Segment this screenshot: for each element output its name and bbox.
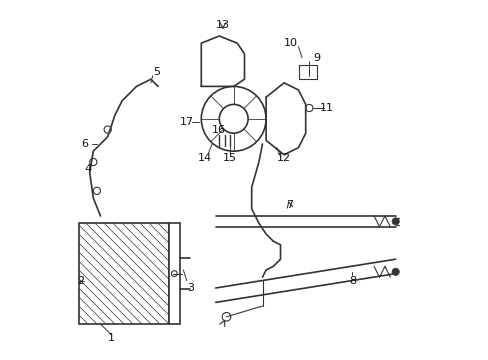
Text: 14: 14 [198,153,211,163]
Text: 17: 17 [180,117,194,127]
Bar [298,65,316,79]
Text: 12: 12 [277,153,290,163]
Text: 11: 11 [320,103,334,113]
Text: 6: 6 [81,139,88,149]
Text: 5: 5 [152,67,160,77]
Text: 9: 9 [312,53,320,63]
Text: 8: 8 [348,276,355,286]
Text: 10: 10 [284,38,298,48]
Text: 13: 13 [216,20,229,30]
Text: 1: 1 [107,333,115,343]
Circle shape [391,218,399,225]
Bar [79,223,168,324]
Text: 7: 7 [285,200,292,210]
Text: 15: 15 [223,153,237,163]
Circle shape [391,268,399,275]
Text: 16: 16 [212,125,226,135]
Text: 2: 2 [77,276,84,286]
Text: 4: 4 [84,164,91,174]
Text: 3: 3 [186,283,194,293]
Bar [168,223,179,324]
